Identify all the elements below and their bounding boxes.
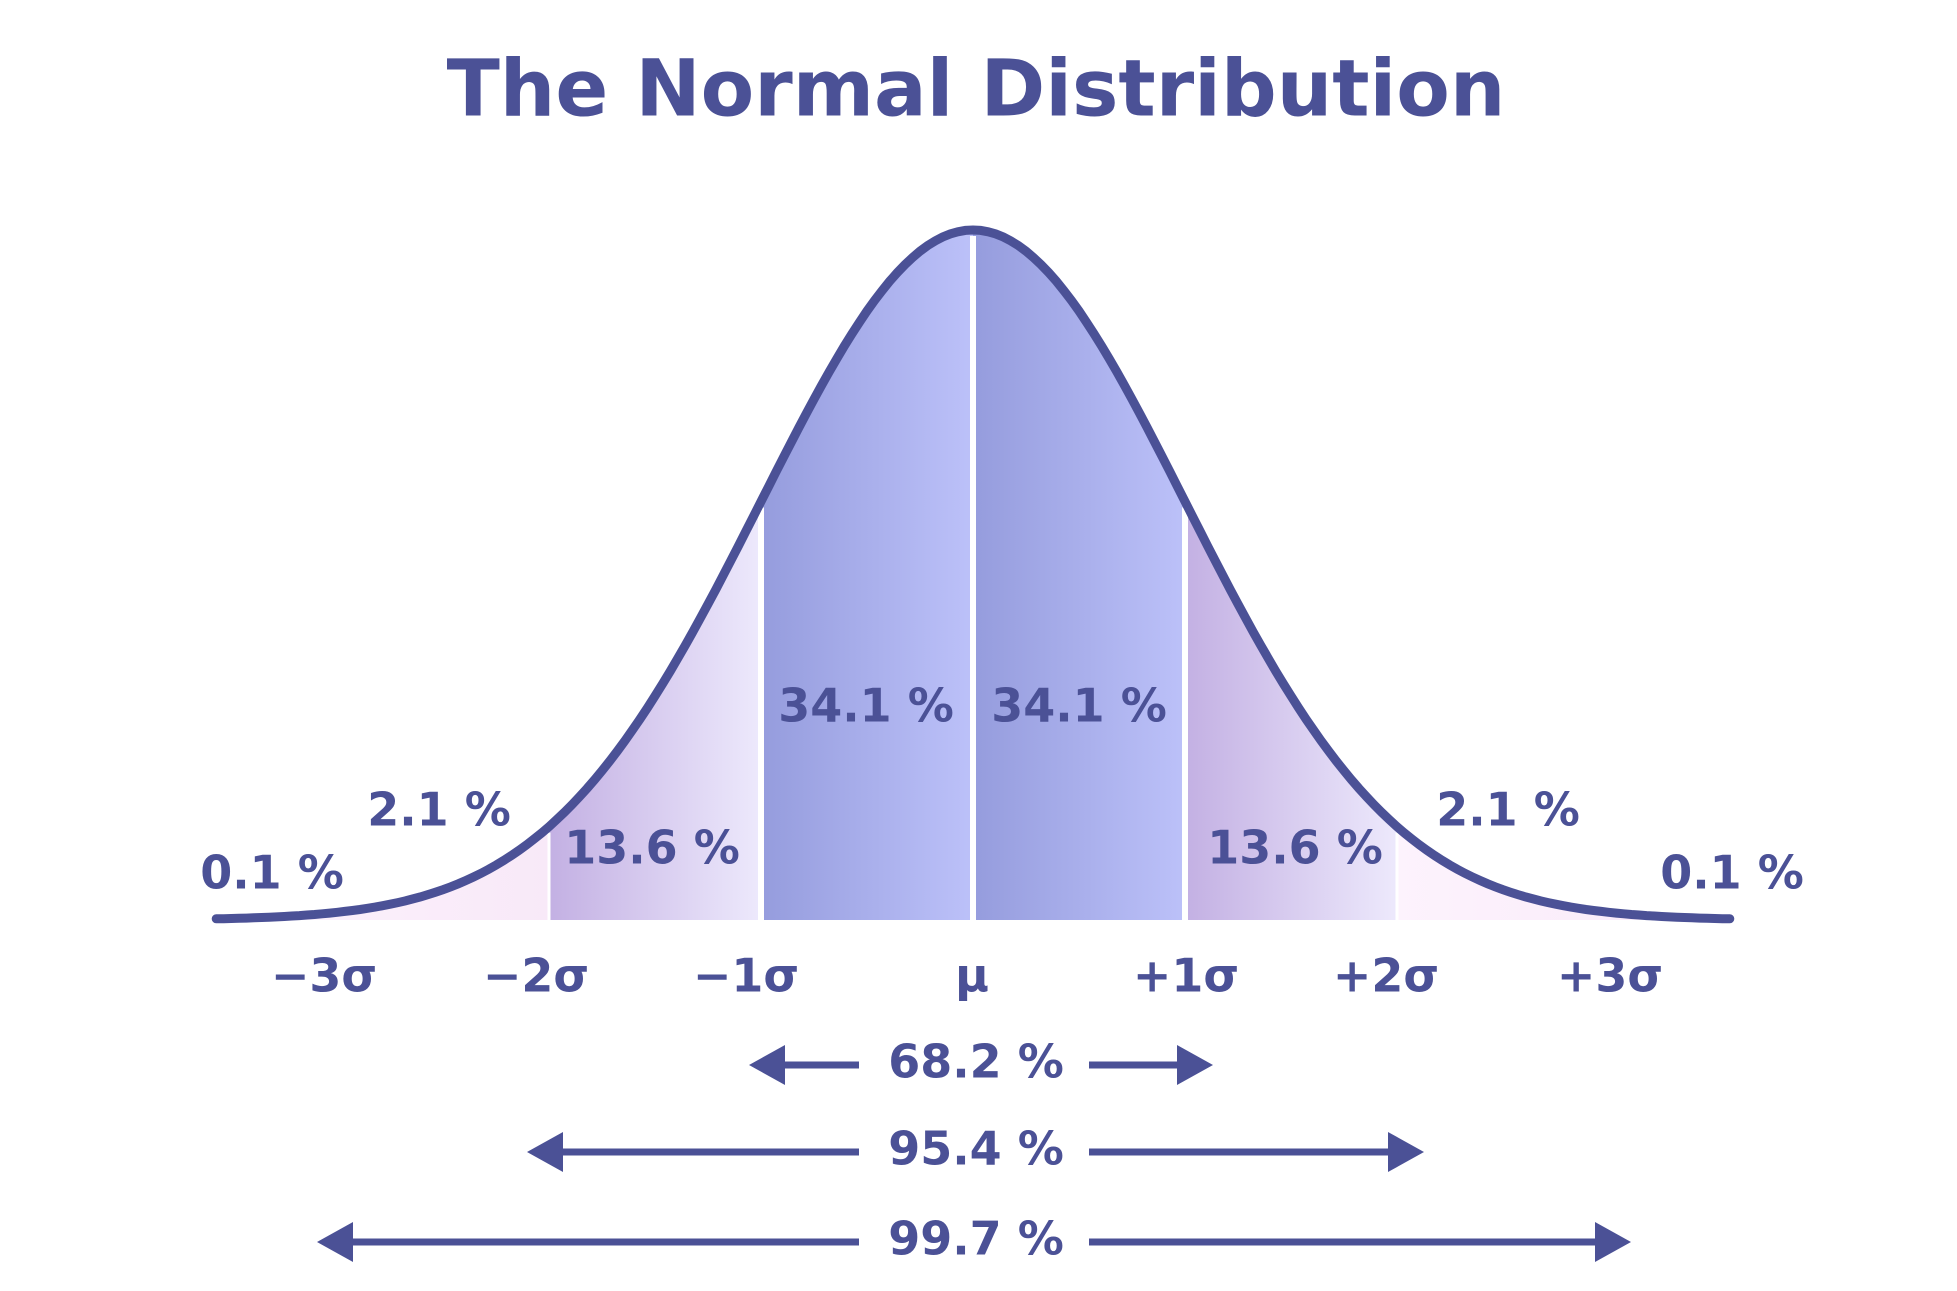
curve	[211, 225, 1735, 924]
region	[761, 230, 973, 920]
sigma-label: +1σ	[1133, 949, 1239, 1003]
arrow-head	[1595, 1222, 1631, 1262]
range-label: 68.2 %	[888, 1035, 1064, 1089]
segment-label: 13.6 %	[1207, 821, 1383, 875]
sigma-label: μ	[955, 949, 989, 1003]
arrow-head	[527, 1132, 563, 1172]
region	[216, 826, 549, 920]
sigma-label: −3σ	[271, 949, 377, 1003]
range-label: 95.4 %	[888, 1122, 1064, 1176]
sigma-label: +2σ	[1333, 949, 1439, 1003]
arrow-head	[1177, 1045, 1213, 1085]
title: The Normal Distribution	[447, 44, 1506, 134]
sigma-label: +3σ	[1557, 949, 1663, 1003]
arrow-head	[1388, 1132, 1424, 1172]
region	[1397, 826, 1730, 920]
segment-label: 34.1 %	[778, 679, 954, 733]
segment-label: 2.1 %	[1436, 783, 1580, 837]
sigma-label: −2σ	[483, 949, 589, 1003]
segment-label: 2.1 %	[367, 783, 511, 837]
sigma-label: −1σ	[693, 949, 799, 1003]
arrow-head	[317, 1222, 353, 1262]
range-label: 99.7 %	[888, 1212, 1064, 1266]
segment-label: 0.1 %	[1660, 846, 1804, 900]
segment-label: 34.1 %	[991, 679, 1167, 733]
segment-label: 13.6 %	[564, 821, 740, 875]
segment-label: 0.1 %	[200, 846, 344, 900]
arrow-head	[749, 1045, 785, 1085]
region	[973, 230, 1185, 920]
